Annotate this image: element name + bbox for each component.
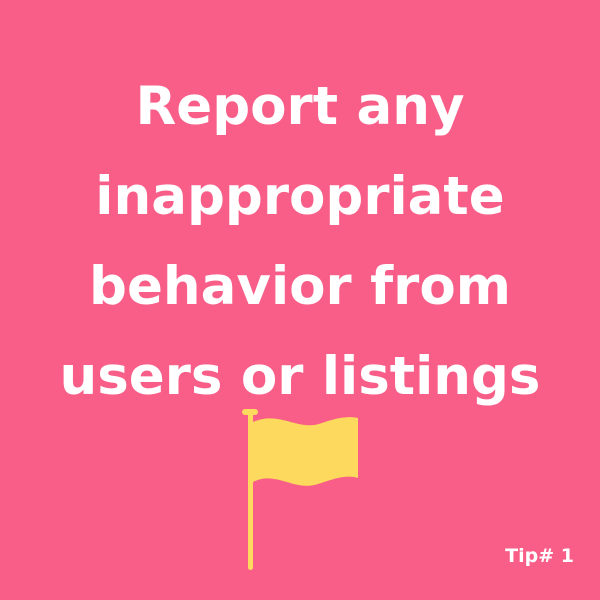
headline-line-4: users or listings (59, 346, 541, 407)
flag-icon (242, 409, 358, 570)
headline-line-1: Report any (135, 76, 465, 137)
flag-cloth (253, 417, 358, 486)
headline: Report any inappropriate behavior from u… (20, 62, 580, 422)
headline-line-3: behavior from (89, 256, 511, 317)
headline-line-2: inappropriate (95, 166, 505, 227)
flag-pole (248, 412, 253, 570)
tip-number-label: Tip# 1 (505, 545, 574, 567)
flag-pole-finial (242, 409, 258, 415)
